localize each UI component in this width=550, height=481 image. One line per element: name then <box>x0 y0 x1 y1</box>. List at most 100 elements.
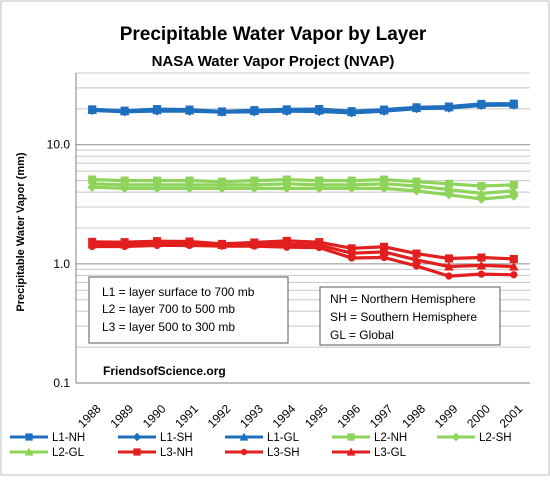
data-point-L3-NH <box>444 254 453 263</box>
series-line-L2-SH <box>92 185 514 201</box>
source-label: FriendsofScience.org <box>103 364 226 378</box>
data-point-L2-GL <box>249 179 260 189</box>
legend-item-L1-NH: L1-NH <box>10 432 85 444</box>
data-point-L1-GL <box>411 103 422 113</box>
data-point-L3-GL <box>87 239 98 249</box>
data-point-L1-GL <box>184 105 195 115</box>
data-point-L3-GL <box>217 240 227 250</box>
y-axis-label: Precipitable Water Vapor (mm) <box>15 152 27 311</box>
data-point-L1-GL <box>314 105 325 115</box>
y-tick-labels: 0.1 1.0 10.0 <box>47 138 71 390</box>
data-point-L3-SH <box>445 272 453 280</box>
layers-line-2: L2 = layer 700 to 500 mb <box>102 302 235 316</box>
legend-marker <box>239 432 249 441</box>
data-point-L3-GL <box>314 240 325 250</box>
series-L1-GL <box>87 99 519 117</box>
legend-label: L1-SH <box>160 432 193 444</box>
layers-line-1: L1 = layer surface to 700 mb <box>102 285 255 299</box>
legend-item-L1-SH: L1-SH <box>118 432 193 444</box>
series-line-L3-NH <box>92 239 514 261</box>
data-point-L1-GL <box>346 107 357 117</box>
y-tick-label: 0.1 <box>53 376 70 390</box>
legend-marker <box>240 448 248 456</box>
hemisphere-annotation-box: NH = Northern Hemisphere SH = Southern H… <box>319 286 501 346</box>
data-point-L1-GL <box>476 99 487 109</box>
hemi-box-frame <box>319 286 501 346</box>
series-L3-GL <box>87 238 519 271</box>
series-line-L2-NH <box>92 178 514 188</box>
data-point-L2-GL <box>87 178 98 188</box>
data-point-L3-GL <box>379 246 389 256</box>
data-point-L3-GL <box>346 248 357 258</box>
series-layer <box>87 99 519 280</box>
data-point-L3-GL <box>249 239 260 249</box>
legend-label: L3-GL <box>374 447 407 459</box>
legend-label: L2-GL <box>52 447 85 459</box>
legend-item-L2-GL: L2-GL <box>10 447 85 459</box>
legend-label: L3-NH <box>160 447 193 459</box>
data-point-L1-GL <box>152 105 162 115</box>
legend-label: L1-NH <box>52 432 85 444</box>
data-point-L3-SH <box>477 270 486 278</box>
data-point-L1-GL <box>217 106 227 116</box>
legend-item-L2-SH: L2-SH <box>437 432 512 444</box>
legend-marker <box>451 432 461 442</box>
data-point-L2-GL <box>411 181 422 191</box>
legend-item-L1-GL: L1-GL <box>225 432 300 444</box>
data-point-L2-GL <box>119 179 130 189</box>
data-point-L1-GL <box>444 102 454 112</box>
legend-label: L1-GL <box>267 432 300 444</box>
series-line-L3-SH <box>92 243 514 278</box>
legend-marker <box>24 447 34 456</box>
data-point-L2-GL <box>184 179 195 189</box>
legend-label: L2-NH <box>374 432 407 444</box>
data-point-L1-GL <box>249 106 260 116</box>
series-line-L3-GL <box>92 241 514 269</box>
y-tick-label: 1.0 <box>53 257 70 271</box>
legend-item-L3-SH: L3-SH <box>225 447 300 459</box>
data-point-L1-GL <box>119 106 130 116</box>
data-point-L3-NH <box>477 253 486 262</box>
series-line-L1-GL <box>92 102 514 114</box>
data-point-L3-GL <box>411 254 422 264</box>
chart-title: Precipitable Water Vapor by Layer <box>120 24 427 45</box>
layers-box-frame <box>88 276 289 344</box>
axes <box>75 73 530 384</box>
hemi-line-2: SH = Southern Hemisphere <box>330 310 477 324</box>
hemi-line-3: GL = Global <box>330 328 394 342</box>
data-point-L2-GL <box>379 178 389 188</box>
data-point-L2-GL <box>444 184 454 194</box>
data-point-L2-GL <box>476 188 487 198</box>
y-tick-label: 10.0 <box>47 138 71 152</box>
hemi-line-1: NH = Northern Hemisphere <box>330 292 476 306</box>
data-point-L3-GL <box>444 261 454 271</box>
legend-label: L3-SH <box>267 447 300 459</box>
data-point-L2-GL <box>281 178 292 188</box>
data-point-L3-GL <box>184 238 195 248</box>
legend-marker <box>133 448 141 456</box>
data-point-L2-GL <box>152 179 162 189</box>
data-point-L2-GL <box>314 179 325 189</box>
data-point-L3-GL <box>119 239 130 249</box>
legend-marker <box>346 447 356 456</box>
legend-marker <box>347 433 355 441</box>
data-point-L1-GL <box>87 104 98 114</box>
layers-annotation-box: L1 = layer surface to 700 mb L2 = layer … <box>88 276 289 344</box>
data-point-L3-GL <box>476 260 487 270</box>
legend-item-L2-NH: L2-NH <box>332 432 407 444</box>
legend: L1-NH L1-SH L1-GL L2-NH L2-SH L2-GL L3-NH L3-SH… <box>10 432 512 459</box>
data-point-L3-GL <box>152 238 162 248</box>
chart-subtitle: NASA Water Vapor Project (NVAP) <box>152 53 395 70</box>
legend-marker <box>25 433 33 441</box>
data-point-L2-GL <box>217 179 227 189</box>
data-point-L3-GL <box>508 261 519 271</box>
legend-item-L3-NH: L3-NH <box>118 447 193 459</box>
data-point-L2-GL <box>346 179 357 189</box>
legend-marker <box>132 432 142 442</box>
series-line-L2-GL <box>92 182 514 195</box>
layers-line-3: L3 = layer 500 to 300 mb <box>102 320 235 334</box>
data-point-L1-GL <box>281 105 292 115</box>
legend-label: L2-SH <box>479 432 512 444</box>
